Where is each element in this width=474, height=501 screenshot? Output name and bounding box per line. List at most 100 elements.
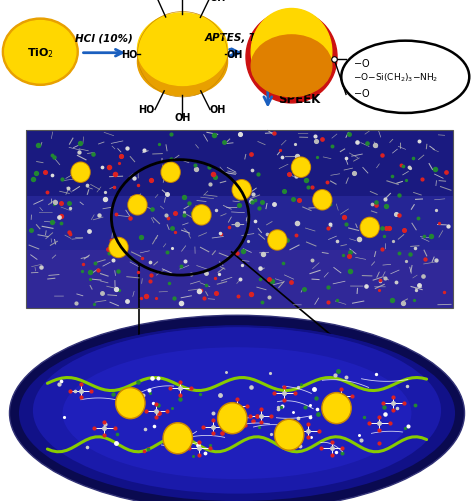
Circle shape	[71, 163, 90, 183]
Ellipse shape	[26, 327, 448, 497]
Text: HO: HO	[140, 0, 156, 3]
Bar	[26, 188, 453, 192]
Ellipse shape	[137, 29, 228, 97]
Bar	[26, 304, 453, 308]
Bar	[26, 135, 453, 139]
Circle shape	[269, 231, 286, 249]
Circle shape	[218, 403, 247, 434]
Bar	[26, 166, 453, 170]
Text: TiO$_2$: TiO$_2$	[27, 46, 54, 60]
Circle shape	[162, 164, 179, 182]
Bar	[26, 210, 453, 215]
Ellipse shape	[2, 19, 78, 86]
Circle shape	[292, 158, 310, 178]
Bar	[26, 139, 453, 144]
Bar	[26, 197, 453, 201]
Circle shape	[268, 230, 287, 250]
Ellipse shape	[246, 12, 337, 104]
Bar	[26, 175, 453, 179]
Bar	[26, 273, 453, 277]
Circle shape	[164, 424, 191, 452]
Bar	[26, 228, 453, 232]
Bar	[26, 295, 453, 299]
Circle shape	[232, 180, 251, 200]
Ellipse shape	[40, 329, 434, 490]
Text: OH: OH	[210, 0, 227, 4]
Bar	[26, 277, 453, 282]
Bar	[26, 237, 453, 241]
Bar	[26, 232, 453, 237]
Ellipse shape	[42, 329, 432, 489]
Bar	[26, 219, 453, 223]
Bar	[26, 223, 453, 228]
Ellipse shape	[38, 329, 436, 491]
Ellipse shape	[33, 328, 441, 493]
Bar	[26, 259, 453, 264]
Ellipse shape	[35, 328, 439, 493]
Ellipse shape	[341, 42, 469, 114]
Bar	[26, 170, 453, 175]
Ellipse shape	[36, 328, 438, 492]
Ellipse shape	[27, 327, 447, 496]
Ellipse shape	[63, 348, 411, 479]
Bar	[26, 161, 453, 166]
Circle shape	[361, 219, 378, 237]
Ellipse shape	[251, 10, 332, 96]
Ellipse shape	[44, 329, 430, 488]
Bar	[26, 246, 453, 250]
Circle shape	[161, 163, 180, 183]
Text: HO: HO	[138, 105, 155, 115]
Bar	[26, 192, 453, 197]
Circle shape	[276, 421, 302, 449]
Circle shape	[313, 190, 332, 210]
Ellipse shape	[24, 327, 450, 498]
Ellipse shape	[5, 22, 76, 84]
Bar	[26, 241, 453, 246]
Circle shape	[193, 206, 210, 224]
Text: OH: OH	[226, 50, 243, 60]
Circle shape	[292, 159, 310, 177]
Circle shape	[219, 404, 246, 432]
Ellipse shape	[29, 327, 445, 495]
Bar	[26, 152, 453, 157]
Text: APTES, TEA: APTES, TEA	[204, 33, 272, 43]
Circle shape	[110, 239, 127, 257]
Circle shape	[322, 393, 351, 424]
Bar	[26, 290, 453, 295]
Ellipse shape	[9, 316, 465, 501]
Circle shape	[274, 419, 304, 450]
Circle shape	[128, 195, 147, 215]
Ellipse shape	[251, 36, 332, 97]
Circle shape	[192, 205, 211, 225]
Bar	[26, 215, 453, 219]
Bar	[26, 179, 453, 184]
Bar	[26, 206, 453, 210]
Circle shape	[314, 191, 331, 209]
Text: $-$O$-$Si(CH$_2$)$_3$$-$NH$_2$: $-$O$-$Si(CH$_2$)$_3$$-$NH$_2$	[353, 72, 438, 84]
Circle shape	[233, 181, 250, 199]
Bar	[26, 148, 453, 152]
Bar	[26, 184, 453, 188]
Text: HO: HO	[121, 50, 137, 60]
Text: $-$O: $-$O	[353, 87, 370, 99]
Bar	[26, 130, 453, 135]
Bar	[26, 144, 453, 148]
Bar	[26, 157, 453, 161]
Ellipse shape	[22, 326, 452, 499]
Circle shape	[163, 423, 192, 454]
Circle shape	[129, 196, 146, 214]
Ellipse shape	[137, 14, 228, 86]
Bar	[26, 268, 453, 273]
Text: HCl (10%): HCl (10%)	[75, 33, 133, 43]
Bar	[26, 286, 453, 290]
Bar	[26, 250, 453, 255]
Bar	[26, 299, 453, 304]
Bar	[26, 255, 453, 259]
Circle shape	[72, 164, 89, 182]
Ellipse shape	[19, 326, 455, 501]
Text: OH: OH	[210, 105, 227, 115]
Text: OH: OH	[174, 113, 191, 123]
Ellipse shape	[31, 328, 443, 494]
Circle shape	[109, 238, 128, 258]
Circle shape	[323, 394, 350, 422]
